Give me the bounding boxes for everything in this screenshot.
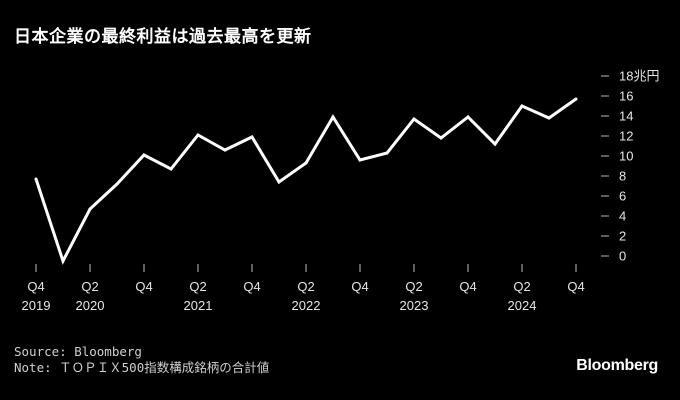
series-line xyxy=(34,97,577,265)
y-tick-label: 18兆円 xyxy=(619,69,659,84)
data-point xyxy=(439,136,443,140)
x-tick-year-label: 2021 xyxy=(184,298,213,313)
data-point xyxy=(520,104,524,108)
x-tick-quarter-label: Q4 xyxy=(459,279,476,294)
x-tick-quarter-label: Q2 xyxy=(405,279,422,294)
x-tick-quarter-label: Q2 xyxy=(81,279,98,294)
data-point xyxy=(331,115,335,119)
x-tick-quarter-label: Q2 xyxy=(513,279,530,294)
data-point xyxy=(61,259,65,263)
data-point xyxy=(304,161,308,165)
y-axis: 0 2 4 6 8 10 12 14 16 18兆円 xyxy=(601,69,659,264)
y-tick-label: 2 xyxy=(619,229,626,244)
x-tick-year-label: 2022 xyxy=(292,298,321,313)
data-point xyxy=(196,133,200,137)
x-tick-quarter-label: Q4 xyxy=(27,279,44,294)
data-point xyxy=(466,115,470,119)
data-point xyxy=(223,148,227,152)
data-point xyxy=(88,207,92,211)
plot-area xyxy=(34,97,578,265)
x-tick-year-label: 2024 xyxy=(508,298,537,313)
y-tick-label: 0 xyxy=(619,249,626,264)
y-tick-label: 8 xyxy=(619,169,626,184)
note-text: Note: ＴＯＰＩＸ500指数構成銘柄の合計値 xyxy=(14,360,270,375)
y-tick-label: 12 xyxy=(619,129,633,144)
x-tick-quarter-label: Q2 xyxy=(189,279,206,294)
y-tick-label: 10 xyxy=(619,149,633,164)
data-point xyxy=(574,97,578,101)
source-text: Source: Bloomberg xyxy=(14,344,142,359)
data-point xyxy=(169,167,173,171)
y-tick-label: 16 xyxy=(619,89,633,104)
data-point xyxy=(277,180,281,184)
data-point xyxy=(412,117,416,121)
data-point xyxy=(34,177,38,181)
data-point xyxy=(250,135,254,139)
y-tick-label: 6 xyxy=(619,189,626,204)
footer: Source: Bloomberg Note: ＴＯＰＩＸ500指数構成銘柄の合… xyxy=(14,344,269,376)
x-tick-quarter-label: Q4 xyxy=(135,279,152,294)
data-point xyxy=(142,153,146,157)
data-point xyxy=(115,182,119,186)
data-point xyxy=(358,158,362,162)
x-tick-quarter-label: Q2 xyxy=(297,279,314,294)
data-point xyxy=(493,142,497,146)
x-axis: Q4 2019 Q2 2020 Q4 Q2 2021 Q4 Q2 2022 Q4 Q2 2023 Q4 Q2… xyxy=(22,264,585,313)
chart-title: 日本企業の最終利益は過去最高を更新 xyxy=(14,27,312,47)
x-tick-year-label: 2023 xyxy=(400,298,429,313)
x-tick-quarter-label: Q4 xyxy=(243,279,260,294)
x-tick-year-label: 2020 xyxy=(76,298,105,313)
x-tick-quarter-label: Q4 xyxy=(351,279,368,294)
x-tick-quarter-label: Q4 xyxy=(567,279,584,294)
data-point xyxy=(547,116,551,120)
data-point xyxy=(385,151,389,155)
y-tick-label: 14 xyxy=(619,109,633,124)
y-tick-label: 4 xyxy=(619,209,626,224)
x-tick-year-label: 2019 xyxy=(22,298,51,313)
bloomberg-logo: Bloomberg xyxy=(576,357,658,374)
